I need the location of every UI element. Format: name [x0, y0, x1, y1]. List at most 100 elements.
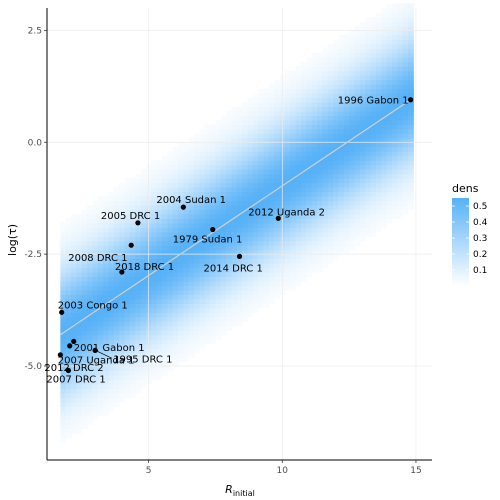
- density-cell: [247, 169, 254, 175]
- density-cell: [375, 25, 382, 31]
- density-cell: [258, 160, 265, 166]
- density-cell: [258, 204, 265, 210]
- density-cell: [167, 222, 174, 228]
- density-cell: [284, 182, 291, 188]
- density-cell: [220, 115, 227, 121]
- density-cell: [76, 370, 83, 376]
- density-cell: [258, 178, 265, 184]
- density-cell: [156, 312, 163, 318]
- density-cell: [161, 227, 168, 233]
- density-cell: [365, 66, 372, 72]
- density-cell: [263, 200, 270, 206]
- density-cell: [188, 236, 195, 242]
- density-cell: [60, 280, 67, 287]
- density-cell: [311, 222, 318, 228]
- density-cell: [295, 93, 302, 99]
- density-cell: [188, 227, 195, 233]
- density-cell: [359, 133, 366, 139]
- density-cell: [290, 173, 297, 179]
- density-cell: [188, 209, 195, 215]
- density-cell: [178, 330, 184, 336]
- density-cell: [172, 240, 179, 246]
- density-cell: [220, 267, 227, 273]
- density-cell: [386, 164, 393, 170]
- density-cell: [407, 178, 414, 184]
- density-cell: [258, 236, 265, 242]
- density-cell: [194, 254, 200, 260]
- y-axis-title: log(τ): [6, 224, 19, 256]
- density-cell: [407, 151, 414, 157]
- density-cell: [300, 236, 307, 242]
- density-cell: [65, 272, 72, 278]
- density-cell: [306, 66, 313, 72]
- density-cell: [290, 101, 297, 108]
- density-cell: [172, 312, 179, 318]
- density-cell: [97, 204, 104, 210]
- y-tick-label: -2.5: [24, 250, 42, 260]
- density-cell: [65, 415, 72, 421]
- density-cell: [129, 374, 136, 381]
- density-cell: [135, 370, 142, 376]
- density-cell: [381, 106, 388, 112]
- density-cell: [188, 298, 195, 304]
- density-cell: [370, 88, 377, 94]
- density-cell: [300, 137, 307, 143]
- density-cell: [188, 254, 195, 260]
- density-cell: [199, 133, 206, 139]
- density-cell: [113, 316, 120, 322]
- density-cell: [167, 173, 174, 179]
- density-cell: [327, 173, 334, 179]
- density-cell: [65, 289, 72, 296]
- density-cell: [172, 151, 179, 157]
- density-cell: [129, 303, 136, 309]
- density-cell: [268, 128, 275, 134]
- density-cell: [103, 303, 110, 309]
- density-cell: [135, 272, 142, 278]
- density-cell: [381, 52, 388, 58]
- density-cell: [370, 84, 377, 90]
- density-cell: [76, 276, 83, 282]
- density-cell: [199, 155, 206, 161]
- density-cell: [167, 155, 174, 161]
- density-cell: [236, 142, 243, 148]
- density-cell: [210, 178, 217, 184]
- density-cell: [210, 294, 217, 300]
- density-cell: [231, 204, 238, 210]
- density-cell: [226, 267, 233, 273]
- density-cell: [172, 245, 179, 251]
- density-cell: [300, 178, 307, 184]
- density-cell: [284, 75, 291, 81]
- density-cell: [258, 97, 265, 103]
- density-cell: [194, 307, 200, 313]
- density-cell: [354, 101, 361, 108]
- density-cell: [156, 195, 163, 202]
- density-cell: [407, 16, 414, 23]
- density-cell: [188, 267, 195, 273]
- density-cell: [338, 124, 345, 130]
- density-cell: [290, 119, 297, 125]
- density-cell: [124, 200, 131, 206]
- density-cell: [263, 151, 270, 157]
- density-cell: [204, 151, 211, 157]
- density-cell: [300, 164, 307, 170]
- density-cell: [135, 357, 142, 363]
- density-cell: [407, 21, 414, 27]
- data-point: [57, 352, 63, 358]
- density-cell: [343, 57, 350, 63]
- density-cell: [108, 330, 115, 336]
- density-cell: [268, 298, 275, 304]
- density-cell: [135, 298, 142, 304]
- density-cell: [183, 303, 190, 309]
- density-cell: [135, 321, 142, 327]
- density-cell: [97, 379, 104, 385]
- density-cell: [108, 249, 115, 255]
- density-cell: [119, 379, 126, 385]
- density-cell: [194, 213, 200, 219]
- density-cell: [167, 218, 174, 224]
- density-cell: [343, 115, 350, 121]
- density-cell: [247, 227, 254, 233]
- density-cell: [178, 222, 184, 228]
- density-cell: [178, 231, 184, 237]
- density-cell: [397, 34, 404, 40]
- density-cell: [381, 128, 388, 134]
